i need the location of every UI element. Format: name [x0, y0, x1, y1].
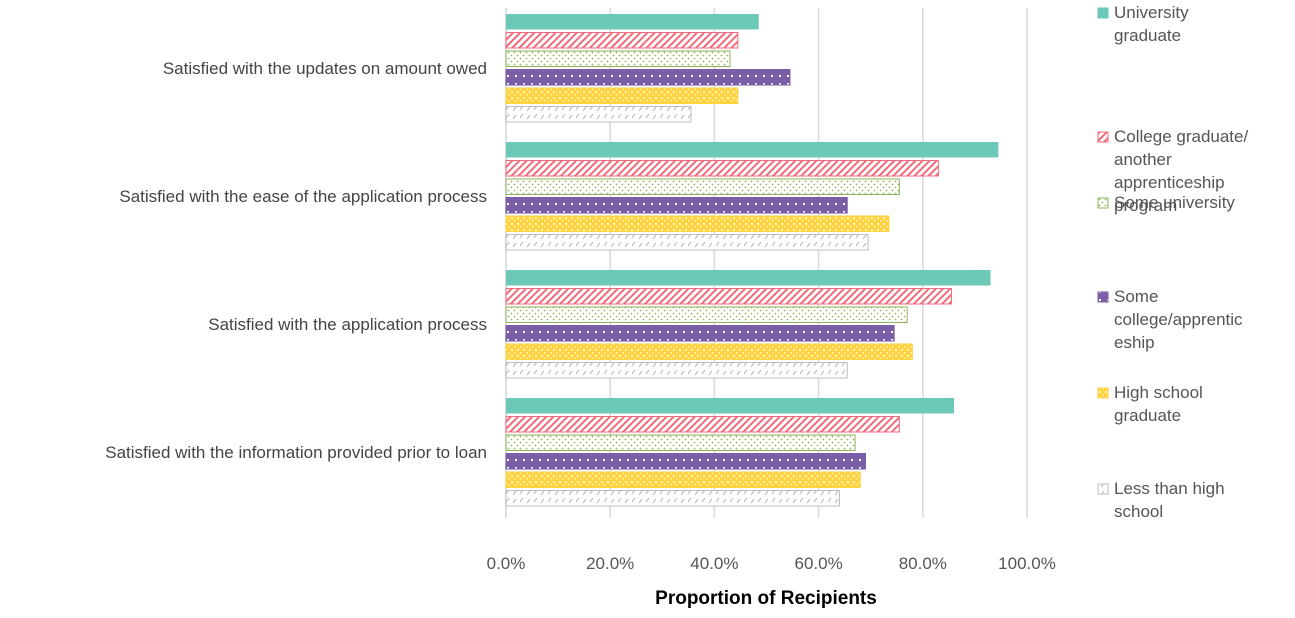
bar: [505, 197, 848, 214]
category-label: Satisfied with the information provided …: [105, 443, 487, 462]
bar: [505, 306, 908, 323]
legend-label: University: [1114, 3, 1189, 22]
category-labels: Satisfied with the updates on amount owe…: [105, 59, 487, 462]
bar: [506, 270, 991, 286]
bar: [506, 14, 759, 30]
bar: [505, 178, 900, 195]
bar: [505, 343, 913, 360]
bar: [505, 453, 866, 470]
legend-swatch: [1097, 131, 1109, 143]
category-label: Satisfied with the application process: [208, 315, 487, 334]
bar: [505, 471, 861, 488]
legend-swatch: [1097, 291, 1109, 303]
legend-swatch: [1097, 483, 1109, 495]
legend-swatch: [1097, 387, 1109, 399]
bar: [505, 288, 952, 305]
legend-label: school: [1114, 502, 1163, 521]
legend-label: College graduate/: [1114, 127, 1248, 146]
category-label: Satisfied with the updates on amount owe…: [163, 59, 487, 78]
legend-swatch: [1097, 7, 1109, 19]
bar: [505, 234, 869, 251]
bar: [505, 106, 692, 123]
x-tick-label: 80.0%: [899, 554, 947, 573]
x-tick-label: 20.0%: [586, 554, 634, 573]
bars: [505, 14, 999, 507]
x-tick-labels: 0.0% 20.0% 40.0% 60.0% 80.0% 100.0%: [487, 554, 1056, 573]
legend-label: High school: [1114, 383, 1203, 402]
bar: [506, 142, 999, 158]
legend: University graduate College graduate/anoth…: [1097, 3, 1248, 521]
legend-label: apprenticeship: [1114, 173, 1225, 192]
x-axis-title: Proportion of Recipients: [655, 588, 877, 609]
x-tick-label: 40.0%: [690, 554, 738, 573]
bar: [505, 215, 890, 232]
x-tick-label: 60.0%: [794, 554, 842, 573]
legend-label: graduate: [1114, 26, 1181, 45]
legend-label: Less than high: [1114, 479, 1225, 498]
x-tick-label: 100.0%: [998, 554, 1056, 573]
legend-label: another: [1114, 150, 1172, 169]
bar: [505, 32, 739, 49]
bar: [505, 87, 739, 104]
bar: [505, 325, 895, 342]
legend-swatch: [1097, 197, 1109, 209]
x-tick-label: 0.0%: [487, 554, 526, 573]
legend-label: Some university: [1114, 193, 1235, 212]
bar: [505, 160, 939, 177]
legend-label: Some: [1114, 287, 1158, 306]
bar: [505, 362, 848, 379]
bar: [505, 50, 731, 67]
bar: [505, 416, 900, 433]
legend-label: college/apprentic: [1114, 310, 1243, 329]
bar: [505, 490, 840, 507]
bar: [505, 434, 856, 451]
bar: [505, 69, 791, 86]
legend-label: program: [1114, 196, 1177, 215]
bar: [506, 398, 955, 414]
legend-label: graduate: [1114, 406, 1181, 425]
legend-label: eship: [1114, 333, 1155, 352]
category-label: Satisfied with the ease of the applicati…: [119, 187, 487, 206]
